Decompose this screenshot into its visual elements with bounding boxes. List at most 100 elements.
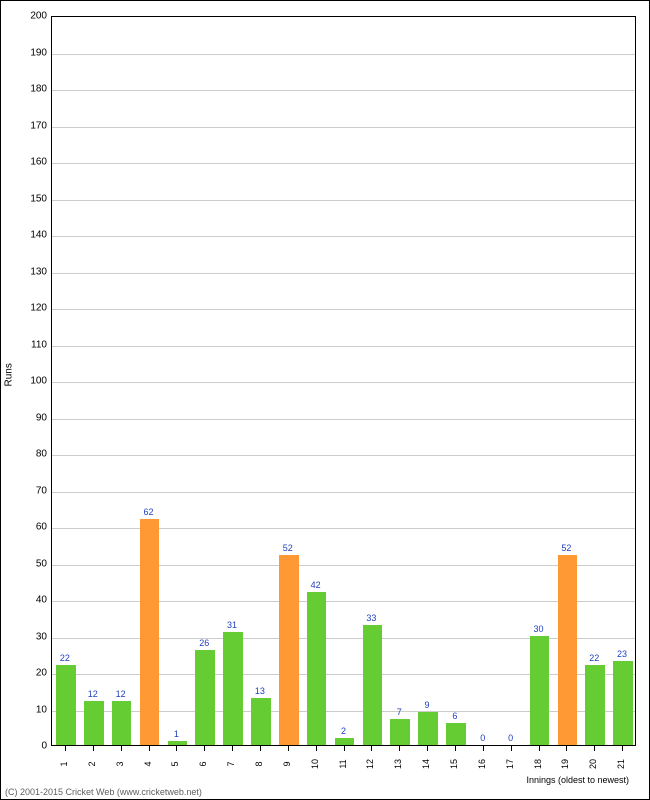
x-tick-mark (622, 746, 623, 751)
x-tick-label: 18 (533, 754, 545, 774)
x-tick-mark (260, 746, 261, 751)
x-tick-mark (483, 746, 484, 751)
x-tick-mark (511, 746, 512, 751)
x-tick-label: 11 (338, 754, 350, 774)
y-tick-label: 40 (17, 595, 47, 606)
x-tick-label: 12 (365, 754, 377, 774)
x-tick-mark (427, 746, 428, 751)
bar-value-label: 30 (533, 624, 543, 634)
x-tick-label: 8 (254, 754, 266, 774)
bar (140, 519, 160, 745)
y-tick-label: 100 (17, 376, 47, 387)
x-tick-mark (594, 746, 595, 751)
x-tick-label: 3 (115, 754, 127, 774)
bar (335, 738, 355, 745)
bar-value-label: 13 (255, 686, 265, 696)
gridline (52, 200, 635, 201)
bar-value-label: 22 (60, 653, 70, 663)
x-axis-label: Innings (oldest to newest) (526, 775, 629, 785)
gridline (52, 382, 635, 383)
gridline (52, 127, 635, 128)
bar-value-label: 52 (283, 543, 293, 553)
bar (530, 636, 550, 746)
bar (112, 701, 132, 745)
y-tick-label: 200 (17, 11, 47, 22)
x-tick-mark (176, 746, 177, 751)
x-tick-mark (65, 746, 66, 751)
bar (390, 719, 410, 745)
x-tick-label: 15 (449, 754, 461, 774)
x-tick-label: 13 (393, 754, 405, 774)
bar (307, 592, 327, 745)
bar-value-label: 52 (561, 543, 571, 553)
x-tick-label: 19 (560, 754, 572, 774)
bar-value-label: 62 (143, 507, 153, 517)
x-tick-label: 17 (505, 754, 517, 774)
x-tick-label: 16 (477, 754, 489, 774)
bar (613, 661, 633, 745)
gridline (52, 455, 635, 456)
x-tick-mark (566, 746, 567, 751)
bar-value-label: 7 (397, 707, 402, 717)
x-tick-mark (121, 746, 122, 751)
y-tick-label: 0 (17, 741, 47, 752)
gridline (52, 163, 635, 164)
gridline (52, 273, 635, 274)
gridline (52, 54, 635, 55)
x-tick-label: 4 (143, 754, 155, 774)
bar-value-label: 2 (341, 726, 346, 736)
y-tick-label: 120 (17, 303, 47, 314)
x-tick-label: 6 (198, 754, 210, 774)
x-tick-label: 21 (616, 754, 628, 774)
bar-value-label: 0 (480, 733, 485, 743)
bar (279, 555, 299, 745)
x-tick-mark (316, 746, 317, 751)
gridline (52, 90, 635, 91)
x-tick-label: 5 (170, 754, 182, 774)
x-tick-mark (204, 746, 205, 751)
gridline (52, 492, 635, 493)
gridline (52, 419, 635, 420)
y-tick-label: 60 (17, 522, 47, 533)
bar (223, 632, 243, 745)
y-tick-label: 10 (17, 704, 47, 715)
bar (363, 625, 383, 745)
x-tick-label: 9 (282, 754, 294, 774)
y-tick-label: 180 (17, 84, 47, 95)
bar (84, 701, 104, 745)
y-tick-label: 140 (17, 230, 47, 241)
x-tick-label: 2 (87, 754, 99, 774)
y-tick-label: 160 (17, 157, 47, 168)
x-tick-label: 7 (226, 754, 238, 774)
bar (195, 650, 215, 745)
bar-value-label: 12 (116, 689, 126, 699)
bar (558, 555, 578, 745)
copyright-text: (C) 2001-2015 Cricket Web (www.cricketwe… (5, 787, 202, 797)
bar (585, 665, 605, 745)
x-tick-label: 20 (588, 754, 600, 774)
y-tick-label: 30 (17, 631, 47, 642)
x-tick-mark (288, 746, 289, 751)
y-axis-label: Runs (4, 363, 15, 386)
bar (446, 723, 466, 745)
y-tick-label: 70 (17, 485, 47, 496)
bar-value-label: 31 (227, 620, 237, 630)
y-tick-label: 130 (17, 266, 47, 277)
x-tick-mark (539, 746, 540, 751)
bar-value-label: 6 (452, 711, 457, 721)
y-tick-label: 110 (17, 339, 47, 350)
bar-value-label: 23 (617, 649, 627, 659)
bar-value-label: 42 (311, 580, 321, 590)
y-tick-label: 190 (17, 47, 47, 58)
x-tick-mark (344, 746, 345, 751)
x-tick-label: 14 (421, 754, 433, 774)
gridline (52, 309, 635, 310)
x-tick-mark (371, 746, 372, 751)
bar-value-label: 22 (589, 653, 599, 663)
bar-value-label: 9 (425, 700, 430, 710)
bar-value-label: 1 (174, 729, 179, 739)
x-tick-mark (93, 746, 94, 751)
bar (56, 665, 76, 745)
bar-value-label: 33 (366, 613, 376, 623)
y-tick-label: 80 (17, 449, 47, 460)
